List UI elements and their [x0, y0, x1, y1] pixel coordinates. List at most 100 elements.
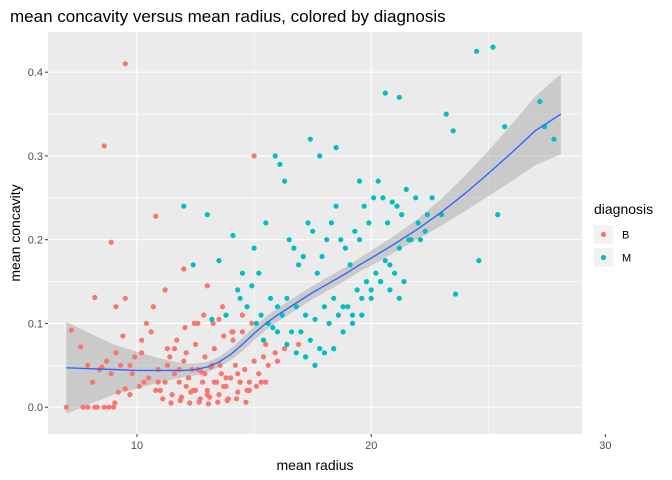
point-B-42 — [272, 350, 278, 356]
point-B-112 — [274, 358, 281, 364]
point-M-1 — [190, 262, 196, 268]
point-B-102 — [153, 213, 159, 219]
x-tick-label-1: 20 — [365, 440, 377, 452]
point-B-58 — [263, 379, 269, 385]
point-B-122 — [183, 383, 189, 389]
point-M-28 — [356, 237, 363, 243]
point-M-72 — [279, 312, 285, 318]
point-B-64 — [211, 346, 217, 352]
point-B-74 — [104, 358, 110, 364]
point-B-5 — [101, 404, 107, 410]
point-B-106 — [204, 283, 210, 289]
point-M-99 — [359, 312, 365, 318]
point-M-107 — [223, 312, 229, 318]
point-M-54 — [476, 258, 482, 264]
point-B-123 — [193, 387, 199, 393]
point-M-2 — [204, 212, 210, 218]
point-B-115 — [185, 375, 192, 381]
point-B-83 — [196, 399, 202, 405]
point-B-128 — [155, 379, 161, 385]
point-B-81 — [177, 397, 183, 404]
point-M-63 — [349, 312, 356, 318]
smooth-confidence-band — [66, 73, 561, 414]
point-M-36 — [394, 203, 400, 209]
point-M-53 — [452, 291, 459, 297]
x-axis-ticks: 10 20 30 — [131, 434, 612, 452]
point-M-116 — [396, 94, 402, 100]
point-M-106 — [209, 316, 215, 322]
point-B-73 — [113, 350, 119, 356]
point-B-130 — [127, 362, 133, 368]
point-M-3 — [216, 258, 222, 264]
series-B-points — [63, 61, 318, 410]
point-B-22 — [176, 379, 182, 385]
point-B-93 — [219, 304, 226, 310]
point-M-56 — [284, 295, 290, 301]
point-M-60 — [321, 304, 327, 310]
point-B-117 — [211, 379, 217, 385]
point-B-131 — [68, 327, 74, 333]
point-B-47 — [160, 396, 166, 402]
point-B-48 — [169, 392, 175, 398]
point-B-63 — [202, 354, 208, 360]
point-M-10 — [272, 153, 278, 159]
y-tick-label-2: 0.2 — [28, 235, 43, 247]
point-B-103 — [162, 287, 168, 293]
point-B-107 — [216, 316, 222, 322]
point-B-59 — [164, 346, 170, 352]
legend-label-B: B — [622, 230, 629, 242]
point-M-7 — [256, 270, 262, 276]
point-M-41 — [417, 237, 423, 243]
point-M-115 — [424, 212, 430, 218]
point-B-127 — [171, 346, 178, 352]
point-M-9 — [267, 295, 274, 301]
point-B-28 — [204, 387, 210, 393]
point-M-32 — [375, 178, 381, 184]
point-B-132 — [78, 344, 84, 350]
point-B-125 — [221, 383, 227, 389]
point-M-6 — [251, 245, 257, 251]
point-B-2 — [80, 404, 86, 410]
point-M-58 — [303, 312, 309, 318]
point-B-138 — [85, 362, 91, 368]
point-B-34 — [232, 362, 238, 368]
point-M-0 — [181, 203, 187, 209]
point-M-22 — [328, 220, 334, 226]
point-M-88 — [258, 312, 264, 318]
point-B-50 — [188, 389, 194, 395]
point-M-86 — [235, 287, 241, 293]
point-M-85 — [401, 279, 407, 285]
point-B-40 — [260, 354, 267, 360]
point-M-90 — [274, 329, 281, 335]
point-B-135 — [122, 295, 128, 301]
legend: diagnosis B M — [594, 201, 653, 267]
point-B-70 — [139, 337, 145, 343]
point-B-84 — [205, 401, 211, 407]
point-M-82 — [373, 270, 379, 276]
point-B-62 — [193, 341, 199, 347]
point-B-38 — [251, 358, 257, 364]
point-M-59 — [312, 316, 318, 322]
point-M-35 — [389, 199, 395, 205]
point-M-48 — [490, 44, 496, 50]
point-B-120 — [246, 387, 252, 393]
point-B-16 — [136, 383, 142, 389]
point-M-55 — [274, 304, 281, 310]
point-M-40 — [413, 195, 419, 201]
point-M-31 — [371, 195, 377, 201]
point-M-75 — [307, 337, 313, 343]
point-B-134 — [108, 239, 114, 245]
point-M-49 — [502, 124, 508, 130]
point-M-68 — [396, 295, 402, 301]
point-B-14 — [129, 371, 135, 377]
point-B-121 — [258, 379, 264, 385]
point-B-11 — [153, 387, 159, 393]
point-B-119 — [235, 371, 241, 377]
point-M-71 — [270, 325, 276, 331]
point-B-91 — [201, 312, 207, 318]
point-B-129 — [139, 350, 145, 356]
y-axis-title: mean concavity — [7, 184, 23, 281]
point-M-84 — [392, 270, 398, 276]
point-M-91 — [284, 341, 290, 347]
point-B-114 — [176, 366, 182, 373]
